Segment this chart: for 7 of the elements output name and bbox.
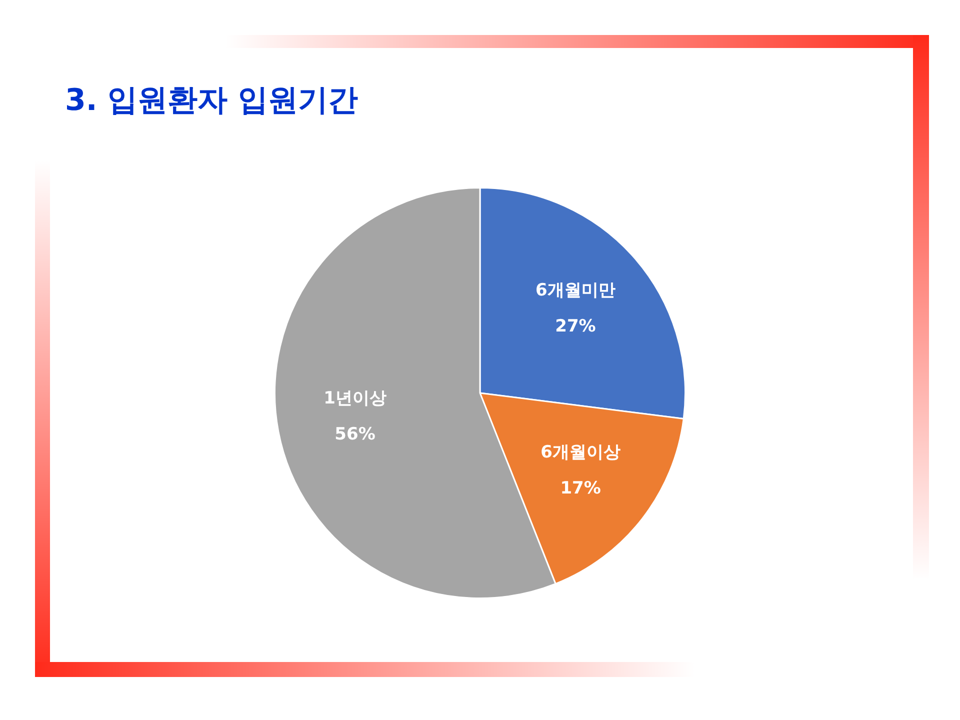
data-label: 27% xyxy=(555,316,596,336)
slice-label: 1년이상 xyxy=(324,388,386,408)
data-label: 56% xyxy=(334,424,376,444)
slice-label: 6개월이상 xyxy=(540,442,620,462)
data-label: 17% xyxy=(560,478,601,498)
chart-title: 3. 입원환자 입원기간 xyxy=(65,82,358,120)
slice-label: 6개월미만 xyxy=(536,280,616,300)
